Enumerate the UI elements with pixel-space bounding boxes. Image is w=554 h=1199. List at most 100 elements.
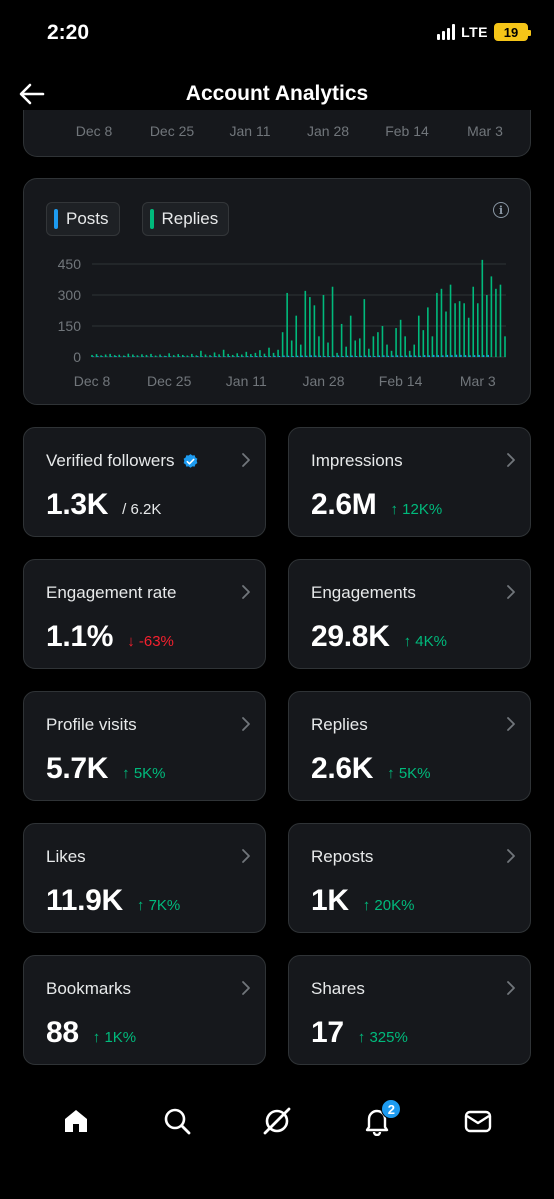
bar-posts bbox=[224, 356, 226, 357]
bar-replies bbox=[259, 350, 261, 357]
metric-label-row: Replies bbox=[311, 715, 368, 735]
bar-posts bbox=[228, 356, 231, 357]
metric-card[interactable]: Impressions 2.6M ↑ 12K% bbox=[288, 427, 531, 537]
bar-replies bbox=[336, 352, 338, 357]
activity-chart: 0 150 300 450 Dec 8 Dec 25 Jan 11 Jan 28 Feb 14 M… bbox=[58, 256, 506, 389]
info-icon[interactable]: i bbox=[493, 202, 509, 218]
legend-posts[interactable]: Posts bbox=[46, 202, 120, 236]
metric-change: ↑ 325% bbox=[357, 1029, 408, 1046]
metric-card[interactable]: Reposts 1K ↑ 20K% bbox=[288, 823, 531, 933]
bar-replies bbox=[481, 259, 484, 357]
bar-posts bbox=[315, 355, 317, 357]
bar-posts bbox=[374, 355, 376, 357]
bar-posts bbox=[115, 356, 117, 357]
bar-posts bbox=[197, 356, 199, 357]
metric-value-row: 17 ↑ 325% bbox=[311, 1016, 408, 1050]
bar-replies bbox=[377, 332, 379, 357]
bar-replies bbox=[431, 336, 434, 357]
legend-replies[interactable]: Replies bbox=[141, 202, 230, 236]
bar-posts bbox=[183, 356, 185, 357]
page-title: Account Analytics bbox=[185, 82, 369, 105]
bar-posts bbox=[269, 356, 272, 357]
metric-value-row: 1.1% ↓ -63% bbox=[46, 620, 174, 654]
bar-posts bbox=[424, 355, 426, 357]
bar-replies bbox=[490, 276, 493, 357]
metric-change: ↑ 4K% bbox=[403, 633, 447, 650]
bar-replies bbox=[304, 290, 307, 357]
previous-chart-card: Dec 8 Dec 25 Jan 11 Jan 28 Feb 14 Mar 3 bbox=[23, 110, 531, 157]
bar-replies bbox=[309, 297, 311, 357]
metric-card[interactable]: Engagements 29.8K ↑ 4K% bbox=[288, 559, 531, 669]
x-tick-label: Dec 25 bbox=[147, 373, 192, 389]
metric-card[interactable]: Engagement rate 1.1% ↓ -63% bbox=[23, 559, 266, 669]
nav-grok[interactable] bbox=[257, 1101, 297, 1141]
metric-label: Profile visits bbox=[46, 715, 137, 734]
metric-label-row: Bookmarks bbox=[46, 979, 131, 999]
arrow-left-icon bbox=[19, 83, 45, 105]
bar-posts bbox=[142, 356, 145, 357]
metric-label: Reposts bbox=[311, 847, 374, 866]
metric-card[interactable]: Verified followers 1.3K / 6.2K bbox=[23, 427, 266, 537]
bar-replies bbox=[154, 355, 157, 357]
bar-posts bbox=[401, 355, 403, 357]
chevron-right-icon bbox=[507, 453, 515, 467]
chevron-right-icon bbox=[507, 981, 515, 995]
metric-label: Shares bbox=[311, 979, 365, 998]
previous-chart-x-axis: Dec 8 Dec 25 Jan 11 Jan 28 Feb 14 Mar 3 bbox=[24, 123, 530, 141]
bar-posts bbox=[451, 355, 453, 357]
y-tick-label: 450 bbox=[58, 256, 82, 272]
metric-change: ↑ 5K% bbox=[387, 765, 431, 782]
bar-replies bbox=[132, 354, 134, 357]
legend-swatch-posts bbox=[54, 209, 58, 229]
metric-total: / 6.2K bbox=[122, 501, 162, 518]
bar-replies bbox=[299, 344, 302, 357]
bar-posts bbox=[455, 354, 458, 357]
nav-notifications[interactable]: 2 bbox=[357, 1099, 402, 1141]
metric-label-row: Reposts bbox=[311, 847, 373, 867]
back-button[interactable] bbox=[16, 78, 48, 110]
metric-value-row: 29.8K ↑ 4K% bbox=[311, 620, 447, 654]
signal-icon bbox=[437, 24, 456, 40]
bar-posts bbox=[151, 356, 154, 357]
x-tick-label: Feb 14 bbox=[379, 373, 423, 389]
bar-replies bbox=[159, 354, 161, 357]
bar-replies bbox=[136, 355, 139, 357]
network-type: LTE bbox=[461, 24, 488, 40]
nav-home[interactable] bbox=[56, 1101, 96, 1141]
metric-change: ↑ 12K% bbox=[390, 501, 443, 518]
metric-card[interactable]: Profile visits 5.7K ↑ 5K% bbox=[23, 691, 266, 801]
bar-posts bbox=[242, 356, 244, 357]
metric-value: 11.9K bbox=[46, 884, 123, 917]
bar-replies bbox=[331, 286, 334, 357]
chevron-right-icon bbox=[242, 453, 250, 467]
nav-search[interactable] bbox=[157, 1101, 197, 1141]
bar-replies bbox=[286, 292, 288, 357]
metric-card[interactable]: Bookmarks 88 ↑ 1K% bbox=[23, 955, 266, 1065]
bar-posts bbox=[237, 356, 240, 357]
bar-replies bbox=[463, 303, 465, 357]
bar-replies bbox=[272, 352, 275, 357]
legend-swatch-replies bbox=[149, 209, 154, 229]
bar-replies bbox=[100, 355, 102, 357]
bottom-nav: 2 bbox=[0, 1090, 554, 1152]
bar-replies bbox=[290, 340, 293, 357]
bar-posts bbox=[333, 355, 335, 357]
bar-replies bbox=[436, 292, 438, 357]
chevron-right-icon bbox=[242, 981, 250, 995]
bar-posts bbox=[233, 356, 235, 357]
bar-posts bbox=[487, 354, 489, 357]
metric-label-row: Engagements bbox=[311, 583, 416, 603]
bar-replies bbox=[408, 350, 411, 357]
metric-value: 17 bbox=[311, 1016, 344, 1049]
bar-posts bbox=[201, 356, 204, 357]
metric-card[interactable]: Likes 11.9K ↑ 7K% bbox=[23, 823, 266, 933]
bar-posts bbox=[351, 355, 353, 357]
header: Account Analytics bbox=[0, 66, 554, 122]
bar-replies bbox=[281, 332, 284, 357]
metric-card[interactable]: Shares 17 ↑ 325% bbox=[288, 955, 531, 1065]
bar-posts bbox=[355, 355, 358, 357]
bar-posts bbox=[287, 355, 290, 357]
nav-messages[interactable] bbox=[458, 1101, 498, 1141]
bar-posts bbox=[365, 355, 367, 357]
metric-card[interactable]: Replies 2.6K ↑ 5K% bbox=[288, 691, 531, 801]
